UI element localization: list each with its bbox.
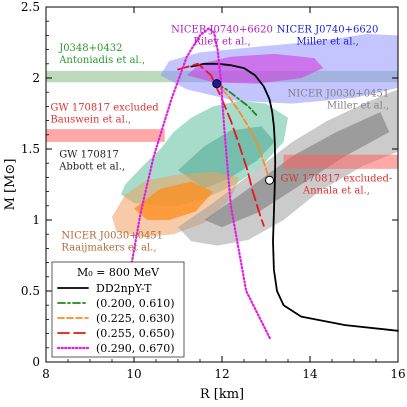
constraint-bands: [46, 34, 398, 246]
annotation-4-line-1: Bauswein et al.,: [50, 115, 131, 126]
band-miller-j0030-inner: [204, 112, 390, 228]
legend-box: [51, 261, 185, 358]
annotation-5-line-0: GW 170817: [59, 150, 119, 161]
annotation-6-line-0: GW 170817 excluded-: [281, 174, 393, 185]
annotation-3-line-1: Miller et al.,: [327, 100, 389, 111]
legend-header: M₀ = 800 MeV: [77, 266, 160, 279]
annotation-3-line-0: NICER J0030+0451: [288, 88, 390, 99]
x-tick-label-2: 12: [214, 367, 229, 381]
marker-0: [212, 79, 222, 89]
annotation-5-line-1: Abbott et al.,: [58, 162, 125, 173]
annotation-1-line-0: NICER J0740+6620: [277, 25, 379, 36]
annotation-2-line-0: J0348+0432: [58, 43, 122, 54]
y-tick-label-4: 2: [32, 71, 40, 85]
y-tick-label-0: 0: [32, 355, 40, 369]
marker-layer: [212, 79, 275, 185]
y-tick-label-1: 0.5: [21, 284, 40, 298]
x-tick-label-3: 14: [302, 367, 318, 381]
annotation-4-line-0: GW 170817 excluded: [50, 103, 159, 114]
band-raaijmakers-inner: [134, 181, 214, 220]
x-tick-label-1: 10: [126, 367, 141, 381]
y-tick-label-5: 2.5: [21, 0, 40, 14]
legend-label-3: (0.255, 0.650): [96, 327, 175, 340]
annotation-7-line-1: Raaijmakers et al.,: [61, 242, 156, 253]
y-axis-label: M [M⊙]: [3, 159, 18, 211]
legend-label-4: (0.290, 0.670): [96, 342, 175, 355]
annotation-6: GW 170817 excluded-Annala et al.,: [281, 174, 393, 197]
annotation-0-line-1: Riley et al.,: [193, 37, 250, 48]
annotation-1-line-1: Miller et al.,: [296, 37, 358, 48]
series-layer: [130, 27, 399, 341]
annotation-7-line-0: NICER J0030+0451: [61, 230, 163, 241]
legend-label-1: (0.200, 0.610): [96, 297, 175, 310]
x-tick-label-4: 16: [390, 367, 405, 381]
band-annala: [283, 154, 398, 169]
axes-layer: 8 10 12 14 16 0 0.5 1 1.5 2 2.5: [21, 0, 406, 381]
annotation-0-line-0: NICER J0740+6620: [171, 25, 273, 36]
marker-1: [265, 175, 275, 185]
y-tick-label-2: 1: [32, 213, 40, 227]
band-bauswein: [46, 129, 165, 142]
legend-label-2: (0.225, 0.630): [96, 312, 175, 325]
series-line-3: [177, 62, 265, 227]
series-line-1: [215, 82, 258, 116]
series-line-2: [215, 82, 271, 182]
legend-label-0: DD2npY-T: [96, 282, 152, 295]
x-tick-label-0: 8: [42, 367, 50, 381]
annotation-6-line-1: Annala et al.,: [302, 186, 370, 197]
series-line-4: [130, 27, 272, 341]
x-axis-label: R [km]: [200, 387, 244, 402]
legend: M₀ = 800 MeV DD2npY-T (0.200, 0.610) (0.225…: [51, 261, 185, 358]
series-line-0: [190, 62, 399, 332]
annotation-2-line-1: Antoniadis et al.,: [58, 55, 145, 66]
y-tick-label-3: 1.5: [21, 142, 40, 156]
